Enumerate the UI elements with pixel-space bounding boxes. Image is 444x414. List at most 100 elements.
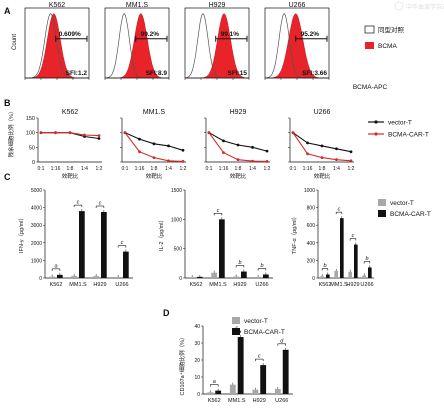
bar-bcma-car-t [260, 365, 267, 394]
y-tick-label: 500 [174, 247, 183, 253]
category-label: H929 [93, 282, 106, 288]
legend-marker-vector [374, 120, 378, 124]
significance-label: d [280, 338, 284, 344]
significance-label: a [54, 263, 57, 269]
data-point [236, 158, 240, 162]
significance-label: c [77, 200, 80, 206]
bar-chart-d: 0 10 20 30 40 K562 a MM1.S c H929 c U266 d [194, 324, 293, 404]
histogram-title: MM1.S [126, 2, 149, 9]
data-point [349, 159, 353, 163]
y-tick-label: 600 [307, 223, 316, 229]
data-point [97, 134, 101, 138]
legend-swatch-bcma [365, 42, 374, 49]
x-tick-label: 1:16 [303, 166, 313, 172]
data-point [83, 133, 86, 137]
bar-bcma-car-t [263, 274, 269, 278]
data-point [181, 148, 185, 152]
data-point [265, 160, 269, 163]
x-tick-label: 1:16 [219, 166, 229, 172]
y-tick-label: 30 [194, 341, 200, 347]
y-axis-label: TNF-α（pg/ml） [291, 214, 298, 254]
bar-vector-t [233, 276, 239, 278]
data-point [207, 131, 211, 135]
bar-bcma-car-t [101, 212, 107, 278]
bar-vector-t [348, 271, 352, 278]
data-point [138, 137, 141, 141]
legend-swatch-car-d [232, 328, 240, 335]
bar-bcma-car-t [237, 337, 244, 394]
bar-bcma-car-t [241, 271, 247, 278]
category-label: H929 [253, 398, 266, 404]
x-axis-label: 效靶比 [314, 172, 331, 180]
bar-vector-t [189, 277, 195, 278]
x-tick-label: 1:8 [319, 166, 326, 172]
significance-label: c [235, 326, 238, 332]
data-point [320, 156, 324, 160]
bcma-histogram [25, 13, 89, 79]
bar-chart-c2: 0 500 1000 1500 IL-2（pg/ml） K562 MM1.S c H929 b U2… [158, 188, 273, 288]
y-tick-label: 3000 [31, 223, 42, 229]
x-tick-label: 1:2 [348, 166, 355, 172]
data-point [68, 131, 72, 135]
data-point [123, 131, 127, 135]
x-tick-label: 1:8 [235, 166, 242, 172]
significance-label: b [365, 256, 368, 262]
panel-b: K562 0 50 100 150 0:1 1:16 1:8 1:4 1:2 效靶比 MM1.S 0:1… [26, 109, 355, 180]
x-tick-label: 1:16 [51, 166, 61, 172]
bar-vector-t [93, 276, 99, 278]
legend-label-car-d: BCMA-CAR-T [244, 329, 285, 336]
line-chart-title: MM1.S [143, 109, 166, 116]
y-tick-label: 150 [26, 116, 35, 122]
panel-c-legend: vector-T BCMA-CAR-T [378, 199, 431, 218]
legend-label-isotype: 同型对照 [378, 25, 405, 34]
legend-label-vector: vector-T [388, 120, 412, 127]
bar-vector-t [252, 389, 259, 394]
significance-label: c [121, 240, 124, 246]
significance-label: c [258, 354, 261, 360]
bar-bcma-car-t [123, 251, 129, 278]
bar-bcma-car-t [197, 276, 203, 278]
data-point [39, 131, 43, 135]
bar-chart-c3: 0 200 400 600 800 1000 TNF-α（pg/ml） K562 b MM1.S c… [291, 188, 374, 288]
data-point [349, 150, 353, 154]
line-chart-mm1.s: MM1.S 0:1 1:16 1:8 1:4 1:2 效靶比 [120, 109, 187, 180]
watermark-text: 中华血液学杂志 [406, 3, 444, 11]
panel-a: K562 0.609% SFI:1.2 MM1.S 99.2% SFI:8.9 H929 99… [24, 2, 330, 80]
bar-bcma-car-t [219, 219, 225, 278]
x-tick-label: 1:4 [165, 166, 172, 172]
panel-d-ylabel: CD107a⁺细胞比例（%） [178, 335, 186, 396]
bar-vector-t [255, 276, 261, 278]
data-point [152, 156, 156, 160]
data-point [335, 158, 338, 162]
y-tick-label: 40 [194, 324, 200, 330]
data-point [97, 137, 101, 140]
legend-swatch-isotype [364, 25, 375, 34]
category-label: K562 [319, 282, 332, 288]
panel-letter-c: C [4, 172, 11, 182]
panel-a-xlabel: BCMA-APC [353, 84, 388, 91]
data-point [306, 152, 309, 156]
panel-d: 0 10 20 30 40 K562 a MM1.S c H929 c U266 d [194, 324, 293, 404]
significance-label: c [99, 201, 102, 207]
significance-label: c [338, 207, 341, 213]
category-label: U266 [275, 398, 288, 404]
panel-a-legend: 同型对照 BCMA [364, 25, 405, 50]
y-axis-label: IL-2（pg/ml） [158, 217, 165, 251]
data-point [138, 150, 141, 154]
significance-label: b [260, 263, 263, 269]
line-chart-title: K562 [62, 109, 78, 116]
y-tick-label: 0 [312, 276, 315, 282]
legend-swatch-vector-c [378, 199, 386, 206]
bar-chart-c1: 0 1000 2000 3000 4000 5000 IFN-γ（pg/ml） K562 a MM… [18, 188, 133, 288]
data-point [335, 147, 338, 151]
bcma-histogram [105, 13, 169, 79]
bar-vector-t [71, 275, 77, 278]
histogram-u266: U266 95.2% SFI:3.66 [264, 2, 330, 80]
bar-bcma-car-t [215, 390, 222, 394]
journal-watermark: 中华血液学杂志 [394, 1, 444, 11]
category-label: K562 [50, 282, 63, 288]
data-point [152, 142, 156, 146]
panel-d-legend: vector-T BCMA-CAR-T [232, 317, 285, 336]
legend-label-vector-c: vector-T [390, 200, 414, 207]
